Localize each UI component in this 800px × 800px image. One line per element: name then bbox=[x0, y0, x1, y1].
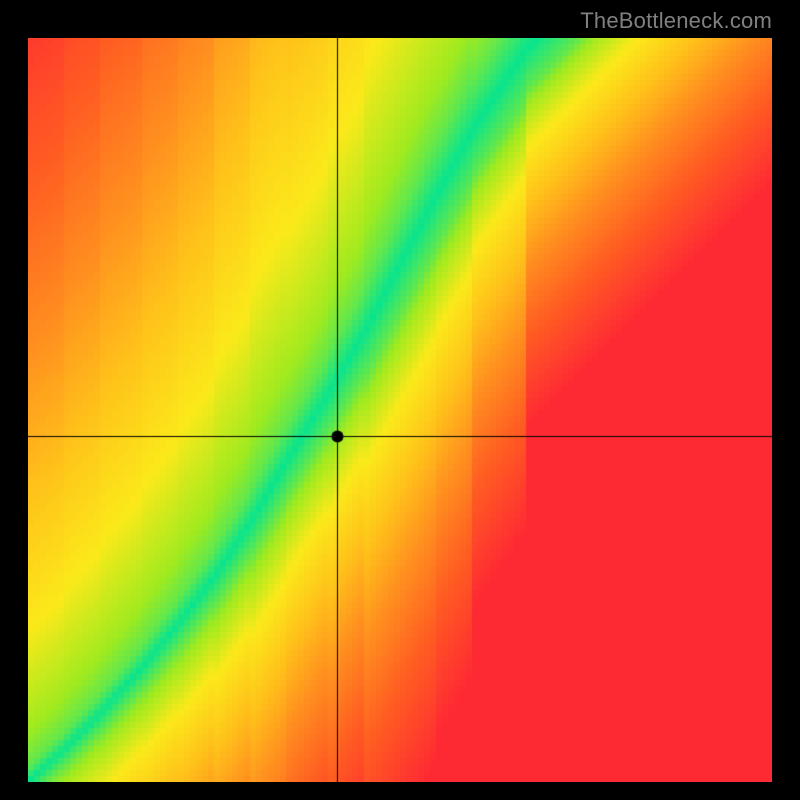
watermark-text: TheBottleneck.com bbox=[580, 8, 772, 34]
figure-container: TheBottleneck.com bbox=[0, 0, 800, 800]
heatmap-plot bbox=[28, 38, 772, 782]
